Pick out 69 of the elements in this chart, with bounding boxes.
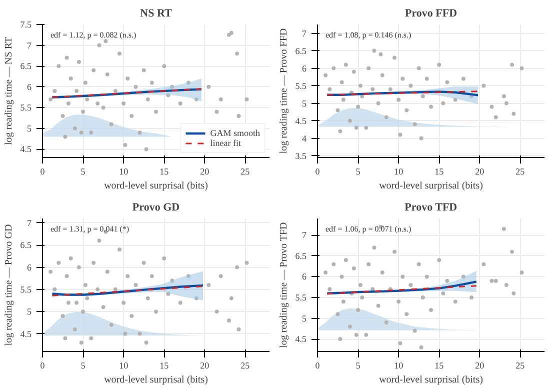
x-tick-label: 5 <box>356 360 361 370</box>
x-tick-label: 10 <box>119 360 129 370</box>
annotation: edf = 1.31, p = 0.041 (*) <box>50 224 130 234</box>
chart-title: Provo GD <box>132 202 180 214</box>
annotation: edf = 1.08, p = 0.146 (n.s.) <box>326 30 412 40</box>
x-tick-label: 15 <box>160 166 170 176</box>
y-tick-label: 5 <box>302 98 307 108</box>
y-tick-label: 4 <box>302 133 307 144</box>
x-tick-label: 5 <box>80 166 86 176</box>
x-tick-label: 0 <box>40 360 46 370</box>
x-axis-title: word-level surprisal (bits) <box>104 374 208 386</box>
y-tick-label: 7 <box>302 230 307 240</box>
y-tick-label: 6.5 <box>20 61 32 72</box>
y-tick-label: 5.5 <box>295 80 307 91</box>
y-tick-label: 6.5 <box>295 250 307 261</box>
chart-title: Provo TFD <box>404 202 458 214</box>
y-tick-label: 4.5 <box>20 144 32 154</box>
y-tick-label: 4.5 <box>295 334 307 344</box>
x-tick-label: 10 <box>394 360 404 370</box>
x-tick-label: 0 <box>315 360 320 370</box>
y-tick-label: 7 <box>27 40 32 50</box>
x-tick-label: 25 <box>240 166 250 176</box>
x-tick-label: 0 <box>40 166 46 176</box>
x-tick-label: 25 <box>516 360 526 370</box>
x-tick-label: 20 <box>200 166 210 176</box>
y-tick-label: 7.5 <box>20 20 32 30</box>
chart-title: Provo FFD <box>404 8 458 20</box>
x-tick-label: 0 <box>315 166 320 176</box>
x-axis-title: word-level surprisal (bits) <box>104 180 208 192</box>
legend-label: linear fit <box>210 138 241 148</box>
y-tick-label: 6.5 <box>20 240 32 250</box>
y-tick-label: 5.5 <box>20 102 32 113</box>
x-tick-label: 5 <box>356 166 361 176</box>
y-tick-label: 5.5 <box>20 284 32 294</box>
y-tick-label: 7 <box>302 28 307 38</box>
y-tick-label: 4.5 <box>295 116 307 126</box>
y-tick-label: 5 <box>27 123 32 134</box>
y-axis-title: log reading time — Provo TFD <box>278 222 290 348</box>
chart-title: NS RT <box>140 8 173 20</box>
y-tick-label: 6 <box>27 262 32 272</box>
annotation: edf = 1.06, p = 0.071 (n.s.) <box>326 224 412 234</box>
y-tick-label: 6 <box>27 82 32 92</box>
y-tick-label: 6 <box>302 272 307 282</box>
legend-label: GAM smooth <box>210 128 260 138</box>
annotation: edf = 1.12, p = 0.082 (n.s.) <box>50 30 137 40</box>
x-tick-label: 10 <box>119 166 129 176</box>
y-tick-label: 7 <box>27 218 32 228</box>
y-tick-label: 3.5 <box>295 150 307 161</box>
x-axis-title: word-level surprisal (bits) <box>379 180 483 192</box>
x-tick-label: 15 <box>160 360 170 370</box>
x-tick-label: 15 <box>434 166 444 176</box>
y-tick-label: 5.5 <box>295 292 307 302</box>
x-tick-label: 20 <box>475 360 485 370</box>
y-axis-title: log reading time — NS RT <box>3 37 14 145</box>
x-tick-label: 5 <box>80 360 86 370</box>
x-axis-title: word-level surprisal (bits) <box>379 374 483 386</box>
x-tick-label: 25 <box>516 166 526 176</box>
y-tick-label: 5 <box>302 313 307 324</box>
x-tick-label: 20 <box>475 166 485 176</box>
y-axis-title: log reading time — Provo FFD <box>278 28 290 154</box>
x-tick-label: 25 <box>240 360 250 370</box>
y-tick-label: 6.5 <box>295 46 307 56</box>
x-tick-label: 10 <box>394 166 404 176</box>
y-axis-title: log reading time — Provo GD <box>3 224 14 346</box>
y-tick-label: 4.5 <box>20 328 32 339</box>
x-tick-label: 20 <box>200 360 210 370</box>
y-tick-label: 6 <box>302 63 307 74</box>
x-tick-label: 15 <box>434 360 444 370</box>
y-tick-label: 5 <box>27 306 32 317</box>
